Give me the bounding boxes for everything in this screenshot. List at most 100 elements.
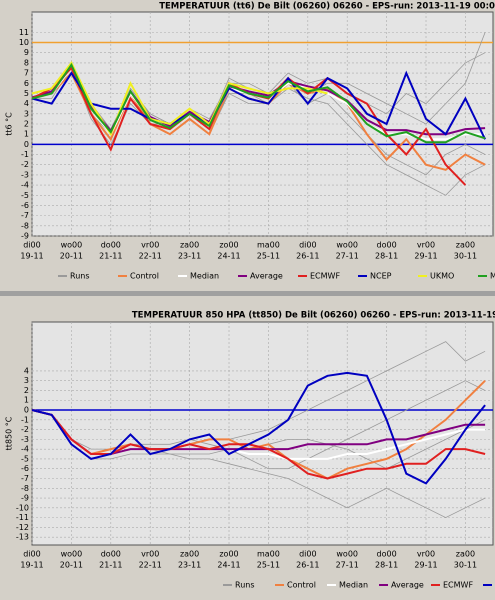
y-tick-label: 3 [24, 376, 29, 385]
y-tick-label: 9 [24, 48, 29, 57]
x-tick-date: 19-11 [20, 252, 43, 261]
y-tick-label: 11 [19, 28, 29, 37]
x-tick-label: za00 [456, 550, 475, 559]
legend-label: ECMWF [443, 581, 473, 590]
series-line [31, 70, 487, 140]
y-tick-label: 7 [24, 69, 29, 78]
x-tick-date: 23-11 [178, 561, 201, 570]
x-tick-date: 22-11 [139, 252, 162, 261]
y-tick-label: -6 [21, 201, 29, 210]
y-tick-label: 1 [24, 396, 29, 405]
y-tick-label: -8 [21, 484, 29, 493]
legend-label: Average [250, 272, 283, 281]
legend-label: Control [130, 272, 159, 281]
x-tick-label: do00 [101, 241, 121, 250]
y-tick-label: 0 [24, 406, 29, 415]
x-tick-date: 20-11 [60, 561, 83, 570]
x-tick-label: ma00 [257, 241, 280, 250]
x-tick-date: 21-11 [99, 561, 122, 570]
y-tick-label: -9 [21, 494, 29, 503]
x-tick-date: 28-11 [375, 252, 398, 261]
x-tick-date: 30-11 [454, 252, 477, 261]
ensemble-run [31, 409, 486, 519]
x-tick-label: za00 [456, 241, 475, 250]
x-tick-date: 27-11 [336, 561, 359, 570]
x-tick-date: 21-11 [99, 252, 122, 261]
y-tick-label: -13 [16, 533, 29, 542]
legend-label: M [490, 272, 495, 281]
x-tick-label: vr00 [417, 550, 435, 559]
y-tick-label: 10 [19, 38, 29, 47]
y-tick-label: 1 [24, 130, 29, 139]
separator [0, 291, 495, 296]
y-tick-label: 6 [24, 79, 29, 88]
y-tick-label: -9 [21, 232, 29, 241]
y-tick-label: -7 [21, 474, 29, 483]
series-line [31, 61, 328, 137]
y-tick-label: 4 [24, 99, 29, 108]
y-tick-label: 0 [24, 140, 29, 149]
y-tick-label: -12 [16, 523, 29, 532]
x-tick-label: wo00 [61, 241, 83, 250]
y-tick-label: -4 [21, 445, 29, 454]
chart-title: TEMPERATUUR (tt6) De Bilt (06260) 06260 … [159, 2, 495, 12]
legend-label: ECMWF [310, 272, 340, 281]
plot-area [31, 321, 494, 546]
x-tick-label: vr00 [141, 241, 159, 250]
y-tick-label: -11 [16, 513, 29, 522]
y-tick-label: -1 [21, 150, 29, 159]
x-tick-label: ma00 [257, 550, 280, 559]
y-tick-label: -6 [21, 464, 29, 473]
y-tick-label: 3 [24, 109, 29, 118]
y-tick-label: -3 [21, 170, 29, 179]
y-tick-label: -5 [21, 191, 29, 200]
y-tick-label: 2 [24, 120, 29, 129]
x-tick-date: 20-11 [60, 252, 83, 261]
x-tick-label: di00 [299, 241, 316, 250]
x-tick-date: 24-11 [217, 252, 240, 261]
series-line [31, 62, 486, 144]
x-tick-date: 24-11 [217, 561, 240, 570]
x-tick-label: vr00 [141, 550, 159, 559]
legend-label: Median [190, 272, 219, 281]
y-axis-label: tt850 °C [5, 416, 14, 450]
y-tick-label: -10 [16, 503, 29, 512]
x-tick-label: di00 [23, 241, 40, 250]
x-tick-label: za00 [180, 550, 199, 559]
x-tick-date: 26-11 [296, 561, 319, 570]
legend-label: Runs [235, 581, 255, 590]
x-tick-label: vr00 [417, 241, 435, 250]
x-tick-date: 22-11 [139, 561, 162, 570]
x-tick-label: wo00 [61, 550, 83, 559]
y-tick-label: -2 [21, 425, 29, 434]
x-tick-label: do00 [101, 550, 121, 559]
x-tick-label: di00 [23, 550, 40, 559]
legend-label: NCEP [370, 272, 392, 281]
y-tick-label: -2 [21, 160, 29, 169]
x-tick-label: do00 [377, 241, 397, 250]
y-tick-label: 4 [24, 366, 29, 375]
legend-label: UKMO [430, 272, 454, 281]
x-tick-date: 19-11 [20, 561, 43, 570]
x-tick-date: 30-11 [454, 561, 477, 570]
x-tick-date: 28-11 [375, 561, 398, 570]
y-tick-label: -7 [21, 211, 29, 220]
y-tick-label: 5 [24, 89, 29, 98]
y-axis-label: tt6 °C [5, 112, 14, 136]
x-tick-label: zo00 [219, 241, 238, 250]
legend-label: Control [287, 581, 316, 590]
y-tick-label: -1 [21, 415, 29, 424]
x-tick-label: zo00 [219, 550, 238, 559]
x-tick-date: 26-11 [296, 252, 319, 261]
x-tick-label: wo00 [336, 241, 358, 250]
legend-label: Median [339, 581, 368, 590]
x-tick-date: 29-11 [414, 252, 437, 261]
x-tick-date: 25-11 [257, 252, 280, 261]
x-tick-label: do00 [377, 550, 397, 559]
x-tick-date: 25-11 [257, 561, 280, 570]
x-tick-date: 27-11 [336, 252, 359, 261]
legend-label: Average [391, 581, 424, 590]
legend-label: Runs [70, 272, 90, 281]
y-tick-label: -3 [21, 435, 29, 444]
